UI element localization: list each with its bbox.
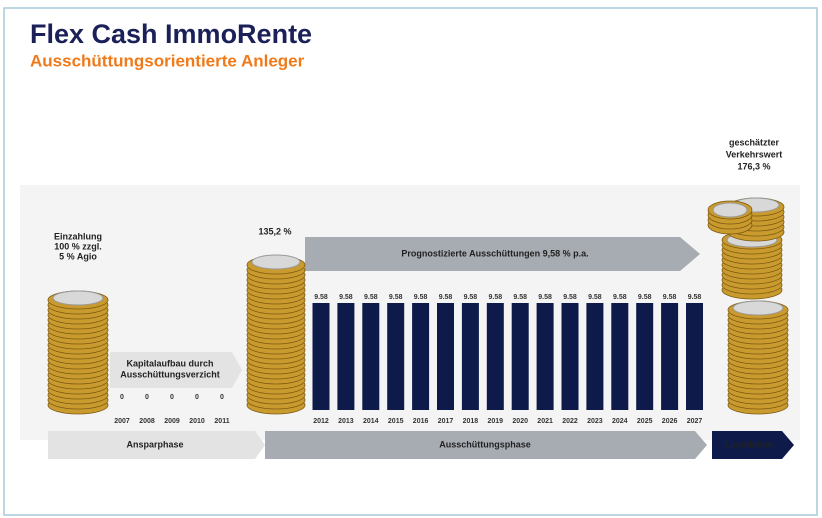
- value-label: 9.58: [613, 294, 627, 301]
- start-value-label: 135,2 %: [258, 226, 291, 236]
- bar: [586, 303, 603, 410]
- bar: [437, 303, 454, 410]
- x-tick-label: 2013: [338, 418, 354, 425]
- x-tick-label: 2010: [189, 418, 205, 425]
- value-label: 0: [170, 394, 174, 401]
- distribution-label: Prognostizierte Ausschüttungen 9,58 % p.…: [401, 248, 588, 258]
- x-tick-label: 2019: [488, 418, 504, 425]
- value-label: 9.58: [464, 294, 478, 301]
- coin-face: [733, 301, 783, 315]
- slide: Flex Cash ImmoRente Ausschüttungsorienti…: [0, 0, 822, 518]
- coin-face: [53, 291, 103, 305]
- x-tick-label: 2025: [637, 418, 653, 425]
- bar: [412, 303, 429, 410]
- x-tick-label: 2008: [139, 418, 155, 425]
- x-tick-label: 2011: [214, 418, 229, 425]
- x-tick-label: 2014: [363, 418, 379, 425]
- bar: [462, 303, 479, 410]
- value-label: 9.58: [314, 294, 328, 301]
- x-tick-label: 2016: [413, 418, 429, 425]
- bar: [636, 303, 653, 410]
- x-tick-label: 2007: [114, 418, 130, 425]
- value-label: 0: [195, 394, 199, 401]
- final-value-label: Verkehrswert: [726, 149, 783, 159]
- value-label: 9.58: [488, 294, 502, 301]
- x-tick-label: 2009: [164, 418, 180, 425]
- x-tick-label: 2024: [612, 418, 628, 425]
- chart-background: [20, 185, 800, 440]
- value-label: 9.58: [688, 294, 702, 301]
- x-tick-label: 2015: [388, 418, 404, 425]
- value-label: 9.58: [663, 294, 677, 301]
- value-label: 0: [145, 394, 149, 401]
- x-tick-label: 2018: [463, 418, 479, 425]
- bar: [686, 303, 703, 410]
- bar: [611, 303, 628, 410]
- value-label: 9.58: [439, 294, 453, 301]
- deposit-label: 100 % zzgl.: [54, 241, 102, 251]
- x-tick-label: 2027: [687, 418, 703, 425]
- value-label: 0: [120, 394, 124, 401]
- bar: [562, 303, 579, 410]
- value-label: 9.58: [638, 294, 652, 301]
- title: Flex Cash ImmoRente: [30, 19, 312, 49]
- coin-face: [713, 203, 747, 217]
- phase-label: Ansparphase: [126, 439, 183, 449]
- final-value-label: geschätzter: [729, 137, 780, 147]
- value-label: 9.58: [389, 294, 403, 301]
- bar: [362, 303, 379, 410]
- x-tick-label: 2021: [537, 418, 553, 425]
- deposit-label: Einzahlung: [54, 231, 102, 241]
- deposit-label: 5 % Agio: [59, 251, 97, 261]
- subtitle: Ausschüttungsorientierte Anleger: [30, 51, 305, 70]
- bar: [512, 303, 529, 410]
- final-value-label: 176,3 %: [737, 161, 770, 171]
- bar: [537, 303, 554, 410]
- x-tick-label: 2026: [662, 418, 678, 425]
- bar: [661, 303, 678, 410]
- accumulation-label: Kapitalaufbau durch: [126, 358, 213, 368]
- value-label: 9.58: [563, 294, 577, 301]
- value-label: 9.58: [339, 294, 353, 301]
- phase-label: Liquidation: [725, 439, 774, 449]
- value-label: 9.58: [538, 294, 552, 301]
- phase-label: Ausschüttungsphase: [439, 439, 531, 449]
- bar: [337, 303, 354, 410]
- bar: [387, 303, 404, 410]
- accumulation-label: Ausschüttungsverzicht: [120, 369, 220, 379]
- x-tick-label: 2023: [587, 418, 603, 425]
- x-tick-label: 2020: [512, 418, 528, 425]
- x-tick-label: 2022: [562, 418, 578, 425]
- bar: [487, 303, 504, 410]
- x-tick-label: 2012: [313, 418, 329, 425]
- value-label: 9.58: [513, 294, 527, 301]
- bar: [313, 303, 330, 410]
- value-label: 9.58: [588, 294, 602, 301]
- value-label: 9.58: [414, 294, 428, 301]
- value-label: 9.58: [364, 294, 378, 301]
- x-tick-label: 2017: [438, 418, 454, 425]
- coin-face: [252, 255, 300, 269]
- value-label: 0: [220, 394, 224, 401]
